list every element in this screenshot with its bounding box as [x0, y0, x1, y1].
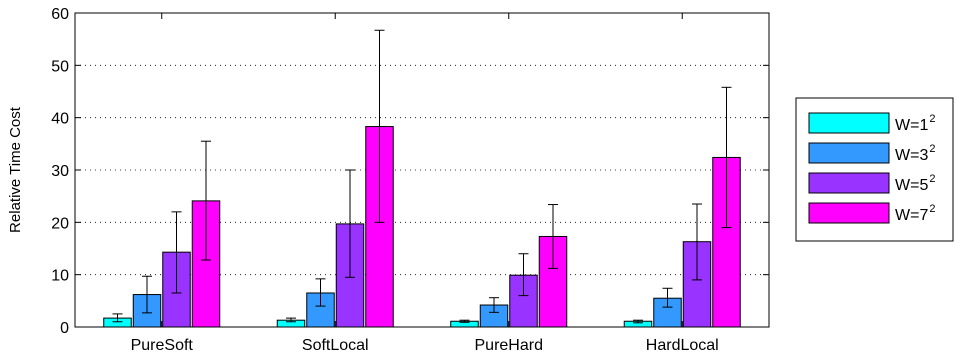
y-axis-label: Relative Time Cost	[7, 106, 24, 233]
y-tick-label: 30	[51, 163, 69, 180]
legend-label: W=32	[895, 143, 935, 164]
x-tick-label: SoftLocal	[302, 337, 369, 354]
legend-label-superscript: 2	[929, 113, 935, 125]
x-tick-label: PureHard	[475, 337, 543, 354]
legend-label-text: W=7	[895, 207, 928, 224]
legend: W=12W=32W=52W=72	[795, 97, 954, 242]
legend-label-superscript: 2	[929, 203, 935, 215]
legend-label-text: W=5	[895, 177, 928, 194]
y-axis: 0 10 20 30 40 50 60	[51, 6, 769, 337]
y-tick-label: 10	[51, 268, 69, 285]
legend-label-superscript: 2	[929, 143, 935, 155]
legend-label: W=12	[895, 113, 935, 134]
legend-label-text: W=1	[895, 117, 928, 134]
x-tick-label: HardLocal	[646, 337, 719, 354]
legend-label-text: W=3	[895, 147, 928, 164]
x-tick-label: PureSoft	[131, 337, 194, 354]
y-tick-label: 20	[51, 215, 69, 232]
y-tick-label: 0	[60, 320, 69, 337]
y-tick-label: 50	[51, 58, 69, 75]
legend-swatch	[808, 112, 890, 134]
legend-label-superscript: 2	[929, 173, 935, 185]
legend-label: W=52	[895, 173, 935, 194]
bars-group	[103, 126, 741, 328]
grid-lines	[75, 64, 769, 276]
legend-swatch	[808, 202, 890, 224]
error-bars-group	[112, 29, 732, 324]
y-tick-label: 40	[51, 111, 69, 128]
legend-swatch	[808, 142, 890, 164]
x-axis: PureSoft SoftLocal PureHard HardLocal	[131, 13, 719, 354]
y-tick-label: 60	[51, 6, 69, 23]
legend-swatch	[808, 172, 890, 194]
legend-label: W=72	[895, 203, 935, 224]
